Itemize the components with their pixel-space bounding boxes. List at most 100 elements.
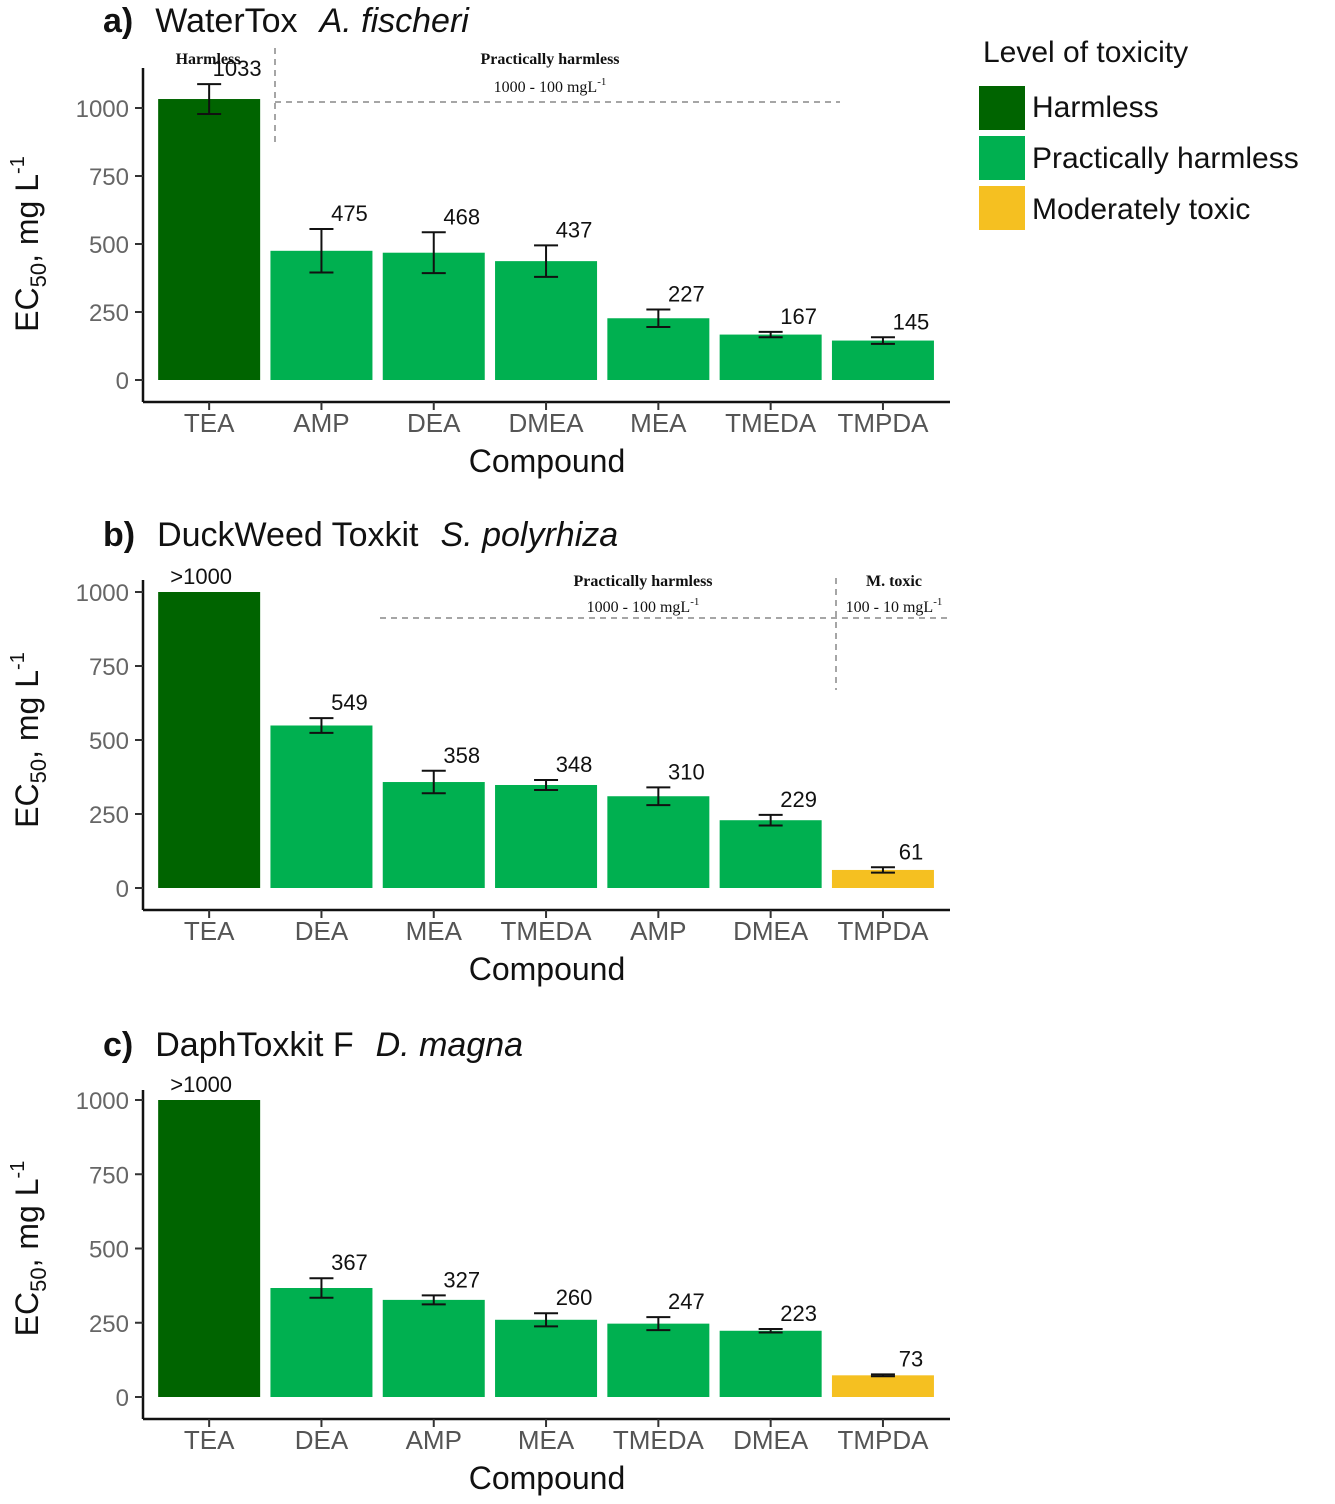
panel-label: b) [103, 516, 135, 554]
value-label-dea: 549 [331, 690, 368, 715]
band-name: Harmless [176, 51, 241, 68]
bar-mea [495, 1319, 598, 1397]
x-tick-label: AMP [630, 916, 686, 946]
value-label-amp: 310 [668, 759, 705, 784]
bar-tmeda [719, 334, 822, 380]
legend-item-practically-harmless: Practically harmless [979, 136, 1299, 180]
value-label-dmea: 223 [780, 1301, 817, 1326]
y-tick-label: 500 [89, 232, 129, 259]
panel-title-text: DuckWeed Toxkit [157, 516, 419, 554]
legend-label-practically-harmless: Practically harmless [1032, 142, 1299, 175]
bar-mea [382, 782, 485, 888]
legend-swatch-practically-harmless [979, 136, 1025, 180]
value-label-tmeda: 167 [780, 304, 817, 329]
legend-item-harmless: Harmless [979, 86, 1159, 130]
bar-tea [158, 1100, 261, 1397]
band-range: 100 - 10 mgL-1 [846, 596, 943, 616]
x-tick-label: MEA [518, 1425, 575, 1455]
y-tick-label: 0 [116, 368, 129, 395]
panel-species: D. magna [376, 1026, 523, 1064]
bar-dea [270, 1288, 373, 1397]
legend-label-moderately-toxic: Moderately toxic [1032, 193, 1250, 226]
legend-title: Level of toxicity [983, 36, 1188, 69]
band-name: Practically harmless [573, 573, 712, 590]
x-axis-title: Compound [469, 1460, 626, 1496]
chart-panel-3: c) DaphToxkit F D. magna 0 250 500 750 1000 EC50… [7, 1026, 950, 1496]
y-tick-label: 750 [89, 654, 129, 681]
bar-tmpda [831, 869, 934, 888]
bar-tmeda [607, 1323, 710, 1397]
x-tick-label: TEA [184, 916, 235, 946]
bar-dea [270, 725, 373, 888]
panel-title-text: DaphToxkit F [155, 1026, 353, 1064]
value-label-dea: 367 [331, 1250, 368, 1275]
chart-title: a) WaterTox A. fischeri [103, 2, 470, 40]
chart-title: c) DaphToxkit F D. magna [103, 1026, 523, 1064]
y-tick-label: 250 [89, 1311, 129, 1338]
value-label-dmea: 229 [780, 787, 817, 812]
x-tick-label: TMPDA [837, 1425, 929, 1455]
y-tick-label: 500 [89, 728, 129, 755]
x-tick-label: AMP [293, 408, 349, 438]
bar-amp [607, 796, 710, 888]
x-tick-label: TMEDA [501, 916, 593, 946]
y-tick-label: 1000 [76, 1088, 129, 1115]
value-label-tmpda: 145 [893, 309, 930, 334]
bar-dmea [719, 820, 822, 888]
value-label-dmea: 437 [556, 217, 593, 242]
value-label-tmpda: 61 [899, 839, 923, 864]
value-label-tea: 1033 [213, 56, 262, 81]
value-label-mea: 260 [556, 1285, 593, 1310]
bar-tea [158, 592, 261, 888]
bar-dmea [719, 1330, 822, 1397]
x-tick-label: MEA [406, 916, 463, 946]
value-label-tmeda: 247 [668, 1289, 705, 1314]
x-tick-label: AMP [406, 1425, 462, 1455]
y-tick-label: 500 [89, 1237, 129, 1264]
x-tick-label: TMPDA [837, 408, 929, 438]
value-label-dea: 468 [443, 204, 480, 229]
x-tick-label: TMEDA [725, 408, 817, 438]
y-axis-title: EC50, mg L-1 [7, 1161, 51, 1337]
bar-mea [607, 318, 710, 380]
y-tick-label: 1000 [76, 580, 129, 607]
legend-swatch-moderately-toxic [979, 186, 1025, 230]
value-label-amp: 327 [443, 1267, 480, 1292]
y-tick-label: 250 [89, 802, 129, 829]
legend-label-harmless: Harmless [1032, 91, 1159, 124]
bar-dmea [495, 261, 598, 380]
panel-species: A. fischeri [318, 2, 471, 40]
band-range: 1000 - 100 mgL-1 [494, 76, 607, 96]
bar-tmeda [495, 784, 598, 888]
panel-label: a) [103, 2, 133, 40]
x-tick-label: DEA [407, 408, 461, 438]
x-tick-label: TEA [184, 1425, 235, 1455]
value-label-tmpda: 73 [899, 1346, 923, 1371]
y-tick-label: 1000 [76, 96, 129, 123]
x-tick-label: DEA [295, 916, 349, 946]
band-range: 1000 - 100 mgL-1 [587, 596, 700, 616]
value-label-tea: >1000 [170, 564, 232, 589]
value-label-tea: >1000 [170, 1072, 232, 1097]
value-label-mea: 358 [443, 743, 480, 768]
y-tick-label: 0 [116, 876, 129, 903]
band-name: M. toxic [866, 573, 922, 590]
bar-tea [158, 99, 261, 381]
chart-panel-2: b) DuckWeed Toxkit S. polyrhiza 0 250 500 750 1… [7, 516, 950, 987]
x-tick-label: TMPDA [837, 916, 929, 946]
x-tick-label: DMEA [733, 916, 809, 946]
band-name: Practically harmless [480, 51, 619, 68]
y-tick-label: 250 [89, 300, 129, 327]
value-label-mea: 227 [668, 282, 705, 307]
y-tick-label: 750 [89, 164, 129, 191]
bar-tmpda [831, 1375, 934, 1397]
x-tick-label: DMEA [508, 408, 584, 438]
x-tick-label: DMEA [733, 1425, 809, 1455]
x-axis-title: Compound [469, 443, 626, 479]
chart-title: b) DuckWeed Toxkit S. polyrhiza [103, 516, 618, 554]
panel-title-text: WaterTox [155, 2, 297, 40]
legend-item-moderately-toxic: Moderately toxic [979, 186, 1250, 230]
x-axis-title: Compound [469, 951, 626, 987]
legend: Level of toxicity Harmless Practically h… [979, 36, 1299, 230]
